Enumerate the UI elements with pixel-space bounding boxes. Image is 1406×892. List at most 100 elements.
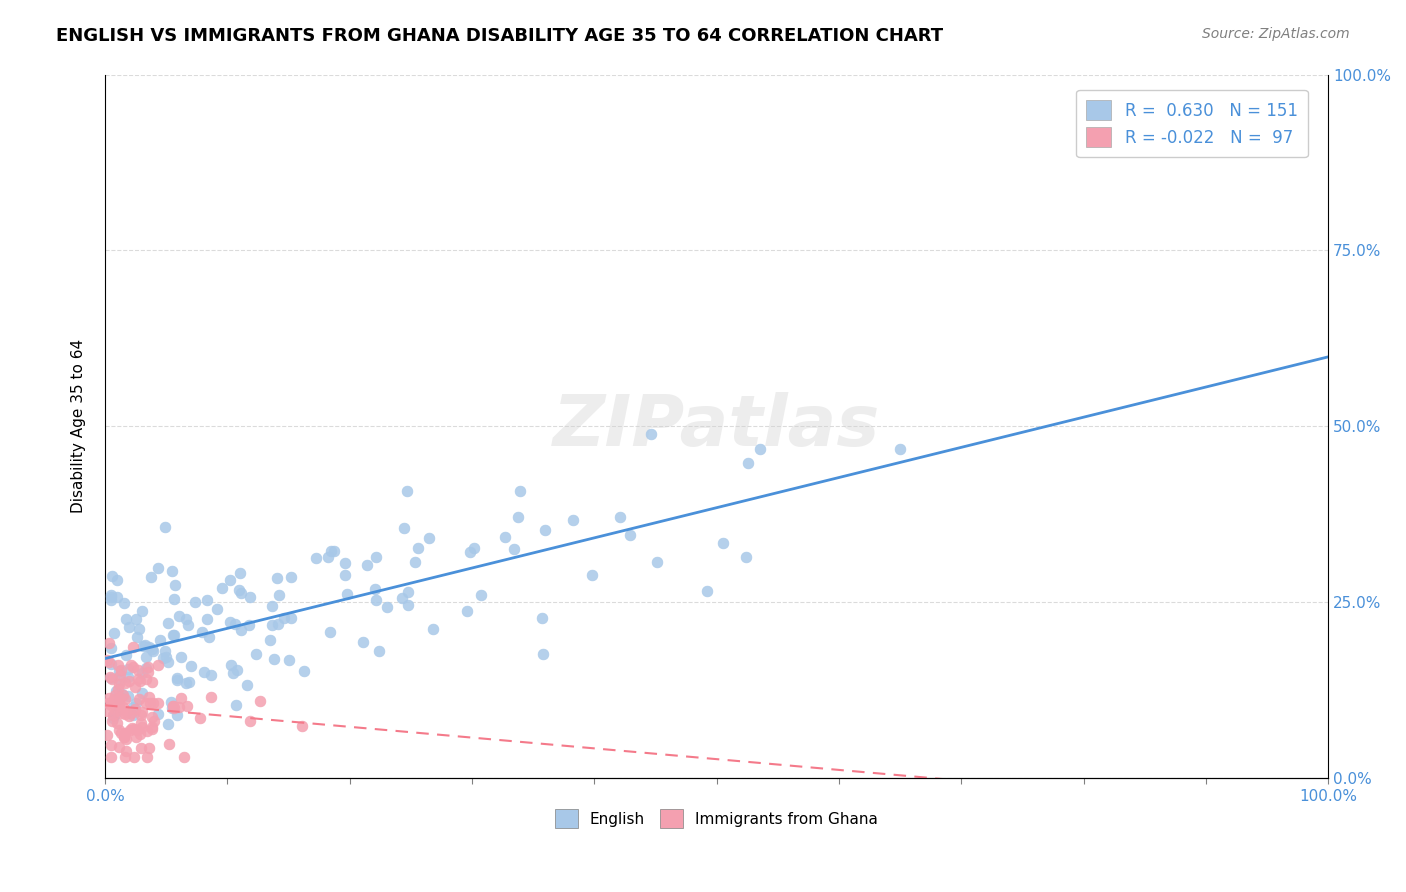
Point xyxy=(135,661,157,675)
Point xyxy=(225,698,247,712)
Point xyxy=(530,611,553,625)
Point xyxy=(422,622,444,636)
Point xyxy=(366,593,388,607)
Point xyxy=(245,647,267,661)
Point xyxy=(124,680,146,694)
Point xyxy=(280,570,302,584)
Point xyxy=(108,677,131,691)
Point xyxy=(127,630,149,644)
Point xyxy=(128,691,150,706)
Point xyxy=(323,543,346,558)
Point xyxy=(222,666,245,681)
Text: ZIPatlas: ZIPatlas xyxy=(553,392,880,461)
Point xyxy=(238,618,260,632)
Point xyxy=(112,688,135,702)
Point xyxy=(110,663,132,677)
Point xyxy=(581,568,603,582)
Point xyxy=(114,707,136,722)
Point xyxy=(173,750,195,764)
Point xyxy=(121,721,143,735)
Point xyxy=(105,716,128,731)
Point xyxy=(889,442,911,457)
Point xyxy=(155,649,177,664)
Point xyxy=(155,520,177,534)
Point xyxy=(131,604,153,618)
Point xyxy=(112,730,135,744)
Point xyxy=(162,628,184,642)
Point xyxy=(404,555,426,569)
Point xyxy=(112,700,135,714)
Point xyxy=(114,750,136,764)
Point xyxy=(115,732,138,747)
Point xyxy=(107,697,129,711)
Point xyxy=(160,701,183,715)
Point xyxy=(103,710,125,724)
Point xyxy=(104,688,127,702)
Point xyxy=(129,707,152,722)
Point xyxy=(148,560,170,574)
Point xyxy=(166,707,188,722)
Point xyxy=(97,696,120,710)
Point xyxy=(100,590,122,604)
Point xyxy=(153,644,176,658)
Point xyxy=(231,585,253,599)
Point xyxy=(110,726,132,740)
Point xyxy=(136,665,159,680)
Point xyxy=(131,666,153,681)
Point xyxy=(110,668,132,682)
Point xyxy=(128,674,150,689)
Point xyxy=(127,672,149,686)
Point xyxy=(101,672,124,686)
Point xyxy=(531,648,554,662)
Point xyxy=(176,698,198,713)
Point xyxy=(125,730,148,744)
Point xyxy=(219,657,242,672)
Point xyxy=(180,659,202,673)
Point xyxy=(98,670,121,684)
Point xyxy=(205,602,228,616)
Point xyxy=(375,600,398,615)
Point xyxy=(131,720,153,734)
Point xyxy=(115,744,138,758)
Point xyxy=(163,628,186,642)
Point xyxy=(108,723,131,738)
Point xyxy=(134,638,156,652)
Point xyxy=(104,706,127,721)
Point xyxy=(135,697,157,711)
Point xyxy=(96,728,118,742)
Point xyxy=(259,633,281,648)
Point xyxy=(292,664,315,678)
Point xyxy=(162,698,184,713)
Point xyxy=(143,714,166,729)
Point xyxy=(128,727,150,741)
Point xyxy=(138,741,160,756)
Point xyxy=(146,657,169,672)
Point xyxy=(146,697,169,711)
Point xyxy=(226,663,249,677)
Text: ENGLISH VS IMMIGRANTS FROM GHANA DISABILITY AGE 35 TO 64 CORRELATION CHART: ENGLISH VS IMMIGRANTS FROM GHANA DISABIL… xyxy=(56,27,943,45)
Point xyxy=(364,582,387,597)
Point xyxy=(129,716,152,731)
Point xyxy=(131,686,153,700)
Point xyxy=(170,691,193,706)
Point xyxy=(100,588,122,602)
Point xyxy=(104,684,127,698)
Point xyxy=(96,653,118,667)
Point xyxy=(111,687,134,701)
Legend: English, Immigrants from Ghana: English, Immigrants from Ghana xyxy=(548,803,884,834)
Point xyxy=(713,536,735,550)
Point xyxy=(105,573,128,587)
Point xyxy=(110,690,132,705)
Point xyxy=(156,717,179,731)
Point xyxy=(107,658,129,673)
Point xyxy=(101,569,124,583)
Point xyxy=(219,615,242,629)
Point xyxy=(561,513,583,527)
Point xyxy=(100,671,122,685)
Point xyxy=(305,551,328,566)
Point xyxy=(645,555,668,569)
Point xyxy=(141,720,163,734)
Point xyxy=(163,701,186,715)
Point xyxy=(406,541,429,555)
Point xyxy=(177,618,200,632)
